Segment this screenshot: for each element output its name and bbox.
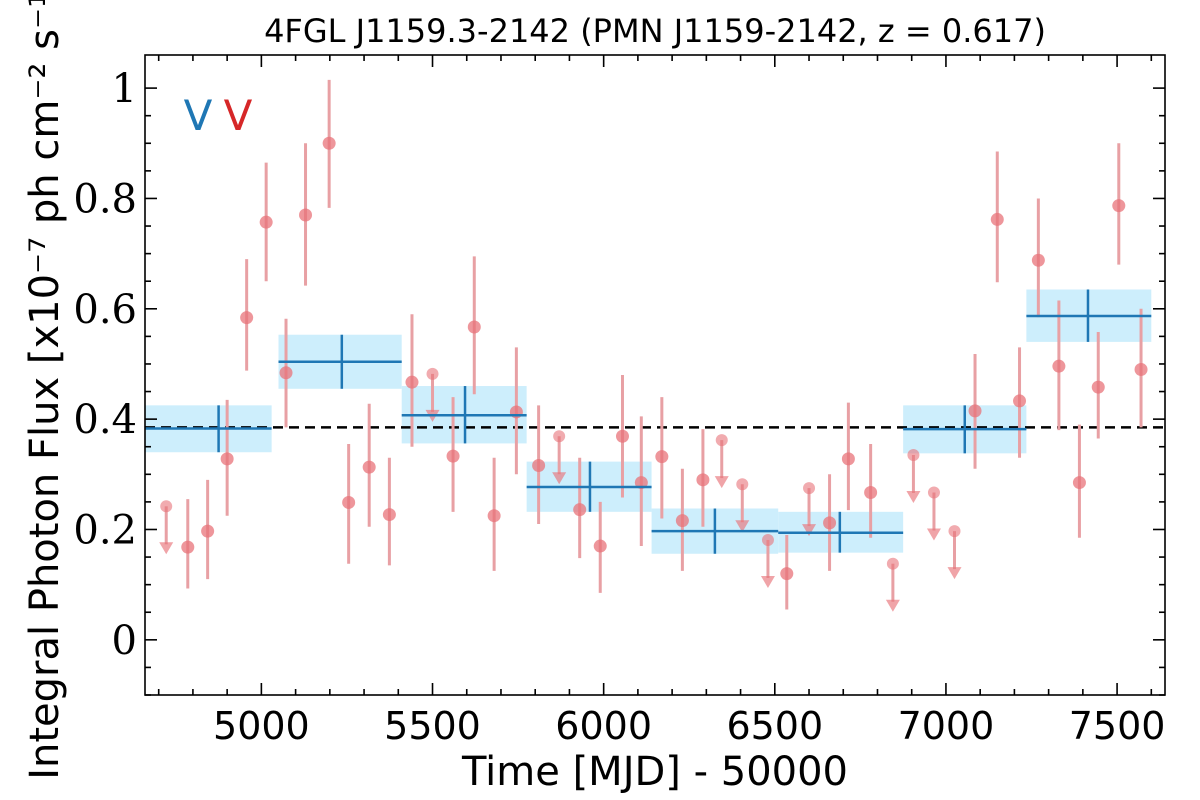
x-tick-label: 7000 <box>898 704 995 748</box>
upper-limit-point <box>948 525 961 538</box>
upper-limit-point <box>907 449 920 461</box>
x-tick-label: 6000 <box>555 704 652 748</box>
legend-entry: V <box>224 91 253 140</box>
data-point <box>990 212 1004 226</box>
y-tick-label: 0.2 <box>73 507 137 553</box>
data-point <box>240 311 254 325</box>
plot-frame <box>144 54 1166 696</box>
upper-limit-arrow <box>159 542 174 555</box>
data-point <box>1091 380 1105 394</box>
data-point <box>823 516 837 530</box>
data-point <box>279 366 293 380</box>
data-point <box>342 495 356 509</box>
data-point <box>841 452 855 466</box>
y-tick-label: 0.4 <box>73 397 137 443</box>
data-point <box>220 452 234 466</box>
data-point <box>780 567 794 581</box>
legend-entry: V <box>184 91 213 140</box>
data-point <box>655 450 669 464</box>
data-point <box>201 524 215 538</box>
data-point <box>615 429 629 443</box>
chart-title: 4FGL J1159.3-2142 (PMN J1159-2142, z = 0… <box>264 12 1046 50</box>
data-point <box>675 514 689 528</box>
data-point <box>382 508 396 522</box>
axes: 5000 5500 6000 6500 7000 7500 0 0.2 0.4 0.6 0.8 1 <box>73 54 1166 748</box>
upper-limit-arrow <box>885 599 900 612</box>
data-point <box>1112 199 1126 213</box>
data-point <box>1052 359 1066 373</box>
data-point <box>487 509 501 523</box>
plot-area <box>145 79 1165 612</box>
upper-limit-arrow <box>552 472 567 485</box>
y-tick-label: 1 <box>112 66 137 112</box>
data-point <box>593 539 607 553</box>
upper-limit-point <box>426 367 439 380</box>
data-point <box>696 473 710 487</box>
y-tick-label: 0.6 <box>73 287 137 333</box>
x-axis-label: Time [MJD] - 50000 <box>461 749 848 795</box>
upper-limit-arrow <box>926 528 941 541</box>
upper-limit-point <box>715 434 728 447</box>
upper-limit-point <box>803 482 816 495</box>
x-tick-label: 5500 <box>384 704 481 748</box>
x-tick-label: 5000 <box>213 704 310 748</box>
upper-limit-arrow <box>714 476 729 489</box>
data-point <box>1013 394 1027 408</box>
upper-limit-arrow <box>760 575 775 588</box>
data-point <box>1134 362 1148 376</box>
upper-limit-point <box>736 478 749 491</box>
x-tick-label: 6500 <box>726 704 823 748</box>
data-point <box>299 208 313 222</box>
upper-limit-point <box>927 486 940 499</box>
y-axis-label: Integral Photon Flux [x10⁻⁷ ph cm⁻² s⁻¹] <box>22 0 68 780</box>
data-point <box>405 375 419 389</box>
upper-limit-arrow <box>802 524 817 537</box>
upper-limit-arrow <box>735 520 750 533</box>
data-point <box>1072 476 1086 490</box>
upper-limit-point <box>553 430 566 443</box>
y-tick-label: 0 <box>112 618 137 664</box>
upper-limit-point <box>886 557 899 570</box>
data-point <box>864 486 878 500</box>
data-point <box>968 404 982 418</box>
data-point <box>532 458 546 472</box>
upper-limit-arrow <box>947 567 962 580</box>
data-point <box>446 449 460 463</box>
data-point <box>573 503 587 517</box>
x-tick-label: 7500 <box>1069 704 1166 748</box>
data-point <box>322 136 336 150</box>
y-tick-label: 0.8 <box>73 176 137 222</box>
upper-limit-arrow <box>906 491 921 503</box>
upper-limit-point <box>160 500 173 513</box>
upper-limit-point <box>761 533 774 546</box>
data-point <box>181 540 195 554</box>
data-point <box>259 215 273 229</box>
data-point <box>1031 253 1045 267</box>
data-point <box>362 460 376 474</box>
data-point <box>467 320 481 334</box>
